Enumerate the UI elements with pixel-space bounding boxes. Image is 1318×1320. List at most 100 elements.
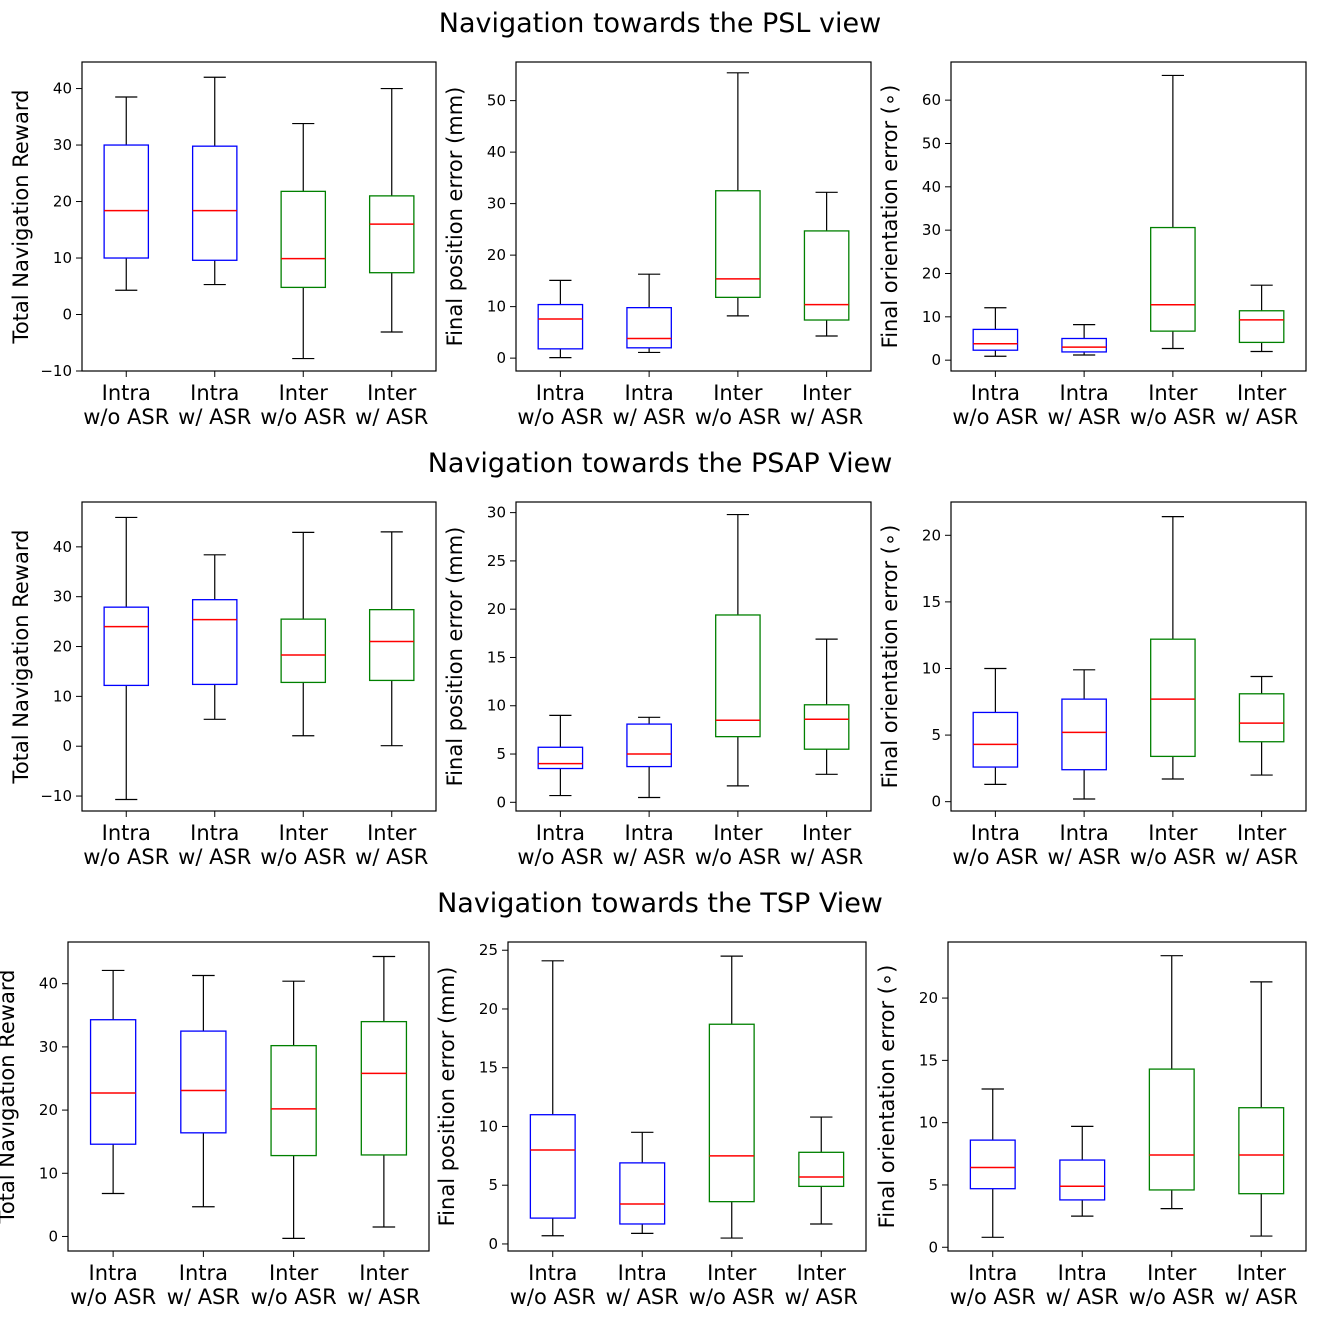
category-label-line2: w/ ASR — [606, 1285, 679, 1309]
category-label-line1: Inter — [1148, 381, 1198, 405]
y-axis-label: Final position error (mm) — [435, 967, 459, 1227]
category-label-line1: Intra — [536, 381, 585, 405]
row-title-psl: Navigation towards the PSL view — [439, 8, 881, 39]
box-iqr — [715, 190, 761, 299]
y-tick-label: 10 — [922, 308, 941, 326]
box-iqr — [103, 606, 150, 687]
y-tick-label: 5 — [928, 1176, 938, 1194]
category-label-line1: Inter — [367, 821, 417, 845]
chart-tsp-orientation: 0 5 10 15 20 Final orientation error (∘) Intra… — [875, 941, 1307, 1309]
box-iqr — [368, 609, 415, 682]
chart-psap-reward: −10 0 10 20 30 40 Total Navigation Reward Intra… — [9, 501, 437, 869]
category-label-line1: Inter — [802, 381, 852, 405]
category-label-line2: w/ ASR — [1048, 405, 1121, 429]
box-iqr — [103, 144, 150, 259]
category-label-line2: w/ ASR — [167, 1285, 240, 1309]
category-label-line2: w/o ASR — [83, 405, 169, 429]
y-tick-label: 20 — [922, 526, 941, 544]
box-iqr — [972, 328, 1019, 351]
y-axis-label: Final position error (mm) — [443, 87, 467, 347]
box-iqr — [972, 711, 1019, 768]
category-label-line1: Inter — [797, 1261, 847, 1285]
box-iqr — [1150, 226, 1196, 332]
category-label-line1: Inter — [1147, 1261, 1197, 1285]
category-label-line2: w/o ASR — [83, 845, 169, 869]
category-label-line2: w/ ASR — [1225, 845, 1298, 869]
category-label-line1: Inter — [1148, 821, 1198, 845]
y-tick-label: 40 — [487, 143, 506, 161]
category-label-line1: Intra — [1060, 381, 1109, 405]
category-label-line1: Inter — [713, 821, 763, 845]
plot-frame — [950, 501, 1307, 812]
category-label-line1: Intra — [102, 821, 151, 845]
y-axis-label: Final orientation error (∘) — [878, 525, 902, 789]
plot-frame — [515, 61, 872, 372]
category-label-line1: Intra — [536, 821, 585, 845]
category-label-line1: Intra — [89, 1261, 138, 1285]
box-iqr — [191, 145, 238, 261]
y-tick-label: 0 — [488, 1235, 498, 1253]
category-label-line1: Intra — [102, 381, 151, 405]
category-label-line2: w/o ASR — [689, 1285, 775, 1309]
y-tick-label: 30 — [487, 504, 506, 522]
y-tick-label: 20 — [487, 246, 506, 264]
box-iqr — [798, 1151, 845, 1188]
chart-psap-orientation: 0 5 10 15 20 Final orientation error (∘) Intra… — [878, 501, 1307, 869]
y-tick-label: 5 — [488, 1176, 498, 1194]
box-iqr — [368, 195, 415, 274]
plot-frame — [81, 61, 437, 372]
y-tick-label: 30 — [922, 221, 941, 239]
y-tick-label: 0 — [62, 306, 72, 324]
y-tick-label: −10 — [40, 362, 72, 380]
category-label-line1: Inter — [707, 1261, 757, 1285]
plot-frame — [507, 941, 867, 1252]
y-tick-label: 10 — [39, 1164, 58, 1182]
y-axis-label: Final orientation error (∘) — [875, 965, 899, 1229]
chart-psl-reward: −10 0 10 20 30 40 Total Navigation Reward Intra… — [9, 61, 437, 429]
category-label-line2: w/ ASR — [355, 845, 428, 869]
y-tick-label: 10 — [53, 249, 72, 267]
box-iqr — [89, 1019, 137, 1145]
category-label-line2: w/o ASR — [1129, 1285, 1215, 1309]
box-iqr — [360, 1020, 408, 1156]
category-label-line1: Inter — [713, 381, 763, 405]
category-label-line2: w/ ASR — [1048, 845, 1121, 869]
category-label-line2: w/o ASR — [251, 1285, 337, 1309]
box-iqr — [191, 599, 238, 686]
y-tick-label: 15 — [919, 1051, 938, 1069]
category-label-line1: Intra — [618, 1261, 667, 1285]
box-iqr — [1148, 1068, 1195, 1191]
y-tick-label: 40 — [922, 178, 941, 196]
category-label-line2: w/ ASR — [1225, 405, 1298, 429]
category-label-line1: Inter — [359, 1261, 409, 1285]
category-label-line1: Intra — [625, 821, 674, 845]
y-tick-label: 5 — [931, 726, 941, 744]
y-tick-label: 0 — [931, 351, 941, 369]
box-iqr — [180, 1030, 227, 1134]
chart-psl-orientation: 0 10 20 30 40 50 60 Final orientation error (∘)… — [878, 61, 1307, 429]
category-label-line1: Intra — [528, 1261, 577, 1285]
y-tick-label: 0 — [62, 737, 72, 755]
y-tick-label: 10 — [922, 659, 941, 677]
category-label-line2: w/ ASR — [613, 405, 686, 429]
y-tick-label: 0 — [931, 793, 941, 811]
y-tick-label: 25 — [479, 941, 498, 959]
